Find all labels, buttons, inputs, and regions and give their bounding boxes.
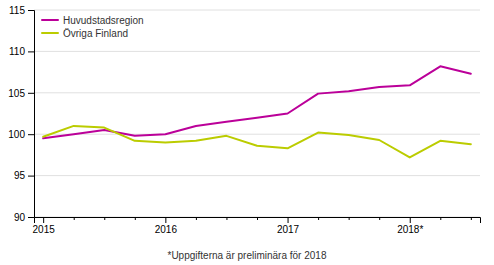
legend-label: Övriga Finland bbox=[63, 28, 128, 39]
tick-mark bbox=[28, 10, 34, 11]
tick-mark bbox=[349, 217, 350, 220]
legend-item: Huvudstadsregion bbox=[42, 15, 144, 26]
series-line bbox=[43, 126, 471, 157]
tick-mark bbox=[196, 217, 197, 220]
tick-label: 115 bbox=[9, 5, 25, 16]
tick-mark bbox=[440, 217, 441, 220]
y-axis: 90 95 100 105 110 115 bbox=[8, 5, 34, 223]
tick-mark bbox=[226, 217, 227, 220]
chart-container: 90 95 100 105 110 115 2015 2016 2017 2018* Huvudst… bbox=[0, 0, 494, 265]
tick-mark bbox=[410, 217, 411, 223]
tick-mark bbox=[165, 217, 166, 223]
tick-mark bbox=[28, 176, 34, 177]
footnote: *Uppgifterna är preliminära för 2018 bbox=[168, 250, 327, 261]
legend-item: Övriga Finland bbox=[42, 28, 128, 39]
tick-mark bbox=[43, 217, 44, 223]
tick-label: 2017 bbox=[277, 224, 300, 235]
lines bbox=[43, 66, 471, 157]
axis-line bbox=[28, 11, 35, 218]
x-tick bbox=[318, 217, 319, 220]
legend-label: Huvudstadsregion bbox=[63, 15, 144, 26]
tick-mark bbox=[318, 217, 319, 220]
x-tick bbox=[379, 217, 380, 220]
y-tick: 95 bbox=[14, 170, 34, 181]
grid-line bbox=[34, 134, 480, 135]
grid bbox=[34, 10, 480, 217]
x-tick bbox=[440, 217, 441, 220]
x-tick: 2015 bbox=[33, 217, 56, 235]
legend: Huvudstadsregion Övriga Finland bbox=[42, 15, 144, 39]
tick-mark bbox=[28, 51, 34, 52]
tick-label: 100 bbox=[8, 129, 25, 140]
tick-mark bbox=[104, 217, 105, 220]
x-tick bbox=[135, 217, 136, 220]
series-line bbox=[43, 66, 471, 138]
tick-label: 2015 bbox=[33, 224, 56, 235]
plot: 90 95 100 105 110 115 2015 2016 2017 2018* Huvudst… bbox=[8, 5, 480, 235]
axis-line bbox=[35, 218, 481, 224]
tick-mark bbox=[28, 134, 34, 135]
tick-mark bbox=[288, 217, 289, 223]
tick-label: 2016 bbox=[155, 224, 178, 235]
y-tick: 90 bbox=[14, 212, 34, 223]
tick-label: 105 bbox=[8, 88, 25, 99]
legend-swatch bbox=[42, 32, 58, 34]
tick-mark bbox=[135, 217, 136, 220]
tick-label: 2018* bbox=[397, 224, 423, 235]
x-axis: 2015 2016 2017 2018* bbox=[33, 217, 481, 235]
legend-swatch bbox=[42, 19, 58, 21]
y-tick: 105 bbox=[8, 88, 34, 99]
x-tick bbox=[257, 217, 258, 220]
x-tick bbox=[471, 217, 472, 220]
tick-mark bbox=[28, 217, 34, 218]
y-tick: 110 bbox=[9, 46, 34, 57]
x-tick: 2016 bbox=[155, 217, 178, 235]
tick-label: 95 bbox=[14, 170, 26, 181]
y-tick: 100 bbox=[8, 129, 34, 140]
tick-mark bbox=[257, 217, 258, 220]
x-tick: 2017 bbox=[277, 217, 300, 235]
tick-mark bbox=[471, 217, 472, 220]
x-tick: 2018* bbox=[397, 217, 423, 235]
tick-mark bbox=[74, 217, 75, 220]
grid-line bbox=[34, 51, 480, 52]
x-tick bbox=[196, 217, 197, 220]
grid-line bbox=[34, 175, 480, 176]
x-tick bbox=[74, 217, 75, 220]
tick-mark bbox=[379, 217, 380, 220]
tick-label: 90 bbox=[14, 212, 26, 223]
x-tick bbox=[226, 217, 227, 220]
y-tick: 115 bbox=[9, 5, 34, 16]
x-tick bbox=[349, 217, 350, 220]
tick-label: 110 bbox=[9, 46, 25, 57]
chart: 90 95 100 105 110 115 2015 2016 2017 2018* Huvudst… bbox=[0, 0, 494, 265]
x-tick bbox=[104, 217, 105, 220]
tick-mark bbox=[28, 93, 34, 94]
grid-line bbox=[34, 92, 480, 93]
grid-line bbox=[34, 10, 480, 11]
